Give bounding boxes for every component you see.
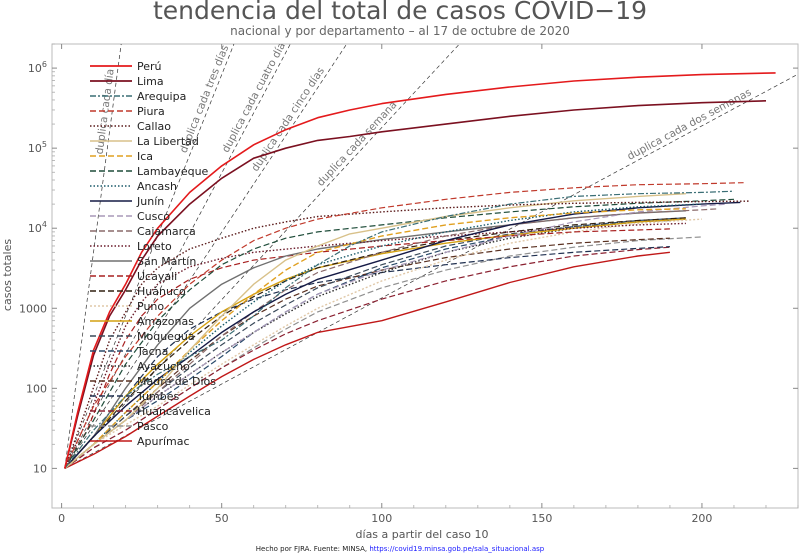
legend-label-9: Junín [136, 195, 164, 208]
x-axis-label: días a partir del caso 10 [356, 528, 489, 541]
series-line-4 [64, 200, 751, 469]
series-line-2 [64, 190, 735, 469]
series-lines [64, 72, 776, 470]
y-tick-label-2: 1000 [19, 302, 47, 315]
series-line-15 [64, 217, 686, 469]
legend-label-22: Tumbes [136, 390, 179, 403]
series-line-25 [64, 251, 670, 470]
y-tick-label-5: 106 [28, 60, 47, 75]
legend-label-19: Tacna [136, 345, 168, 358]
x-tick-label-0: 0 [58, 512, 65, 525]
y-tick-label-3: 104 [28, 220, 47, 235]
plot-area [51, 43, 799, 509]
legend-label-25: Apurímac [137, 435, 190, 448]
series-line-11 [64, 208, 719, 469]
source-link[interactable]: https://covid19.minsa.gob.pe/sala_situac… [369, 545, 545, 553]
chart-subtitle: nacional y por departamento – al 17 de o… [230, 24, 570, 38]
legend-label-16: Puno [137, 300, 164, 313]
chart-title: tendencia del total de casos COVID−19 [152, 0, 648, 25]
x-tick-label-2: 100 [371, 512, 392, 525]
y-tick-label-0: 10 [33, 462, 47, 475]
reference-line-0 [64, 44, 122, 469]
legend-label-2: Arequipa [137, 90, 186, 103]
series-line-0 [64, 72, 776, 469]
x-tick-label-4: 200 [691, 512, 712, 525]
legend-label-3: Piura [137, 105, 165, 118]
legend-label-14: Ucayali [137, 270, 177, 283]
y-axis-label: casos totales [1, 239, 14, 311]
legend-label-15: Huánuco [137, 285, 186, 298]
series-line-3 [64, 182, 744, 469]
legend-label-11: Cajamarca [137, 225, 196, 238]
series-line-12 [64, 222, 686, 469]
reference-line-3 [64, 44, 348, 469]
legend-label-21: Madre de Dios [137, 375, 216, 388]
x-tick-label-3: 150 [531, 512, 552, 525]
legend-label-10: Cusco [137, 210, 170, 223]
legend-label-7: Lambayeque [137, 165, 209, 178]
reference-line-4 [64, 44, 460, 469]
series-line-14 [64, 228, 670, 469]
footer-text: Hecho por FJRA. Fuente: MINSA, [255, 545, 370, 553]
legend-label-24: Pasco [137, 420, 169, 433]
series-line-20 [64, 218, 686, 469]
y-tick-label-1: 100 [26, 382, 47, 395]
series-line-7 [64, 198, 735, 469]
legend-label-23: Huancavelica [137, 405, 211, 418]
legend-label-8: Ancash [137, 180, 177, 193]
reference-line-5 [64, 73, 798, 469]
y-axis: 10 100 1000 104 105 106 [19, 43, 798, 475]
legend-label-4: Callao [137, 120, 171, 133]
y-tick-label-4: 105 [28, 140, 47, 155]
series-line-23 [64, 246, 670, 469]
legend-label-0: Perú [137, 60, 162, 73]
legend-label-5: La Libertad [137, 135, 199, 148]
x-tick-label-1: 50 [215, 512, 229, 525]
reference-label-4: duplica cada semana [315, 99, 400, 189]
legend-label-17: Amazonas [137, 315, 194, 328]
legend-label-12: Loreto [137, 240, 172, 253]
legend-label-1: Lima [137, 75, 164, 88]
legend: Perú Lima Arequipa Piura Callao La Libertad Ic… [90, 60, 216, 448]
reference-label-5: duplica cada dos semanas [625, 86, 753, 162]
footer-credit: Hecho por FJRA. Fuente: MINSA, https://c… [0, 545, 800, 553]
legend-label-6: Ica [137, 150, 153, 163]
x-axis: 0 50 100 150 200 [58, 44, 799, 525]
series-line-10 [64, 203, 728, 469]
series-line-1 [64, 100, 767, 469]
legend-label-13: San Martín [137, 255, 196, 268]
legend-label-20: Ayacucho [137, 360, 190, 373]
legend-label-18: Moquegua [137, 330, 195, 343]
series-line-17 [64, 218, 686, 469]
series-line-21 [64, 237, 670, 469]
reference-line-1 [64, 44, 235, 469]
series-line-6 [64, 208, 686, 469]
covid-cases-chart: duplica cada día duplica cada tres díasdu… [1, 43, 799, 541]
